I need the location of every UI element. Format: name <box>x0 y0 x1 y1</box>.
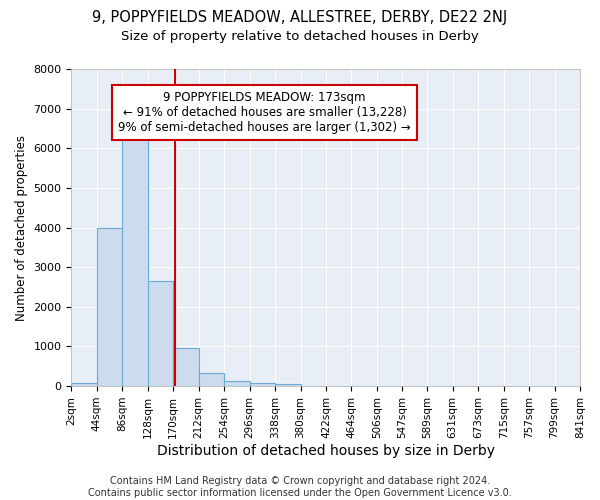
Bar <box>148 281 173 386</box>
Bar <box>173 348 199 386</box>
Bar <box>71 383 97 386</box>
Bar <box>224 382 250 386</box>
Text: 9 POPPYFIELDS MEADOW: 173sqm
← 91% of detached houses are smaller (13,228)
9% of: 9 POPPYFIELDS MEADOW: 173sqm ← 91% of de… <box>118 91 411 134</box>
Text: Contains HM Land Registry data © Crown copyright and database right 2024.
Contai: Contains HM Land Registry data © Crown c… <box>88 476 512 498</box>
Bar <box>275 384 301 386</box>
Bar <box>199 374 224 386</box>
Bar <box>97 228 122 386</box>
Y-axis label: Number of detached properties: Number of detached properties <box>15 134 28 320</box>
Bar <box>250 383 275 386</box>
X-axis label: Distribution of detached houses by size in Derby: Distribution of detached houses by size … <box>157 444 495 458</box>
Bar <box>122 124 148 386</box>
Text: Size of property relative to detached houses in Derby: Size of property relative to detached ho… <box>121 30 479 43</box>
Text: 9, POPPYFIELDS MEADOW, ALLESTREE, DERBY, DE22 2NJ: 9, POPPYFIELDS MEADOW, ALLESTREE, DERBY,… <box>92 10 508 25</box>
